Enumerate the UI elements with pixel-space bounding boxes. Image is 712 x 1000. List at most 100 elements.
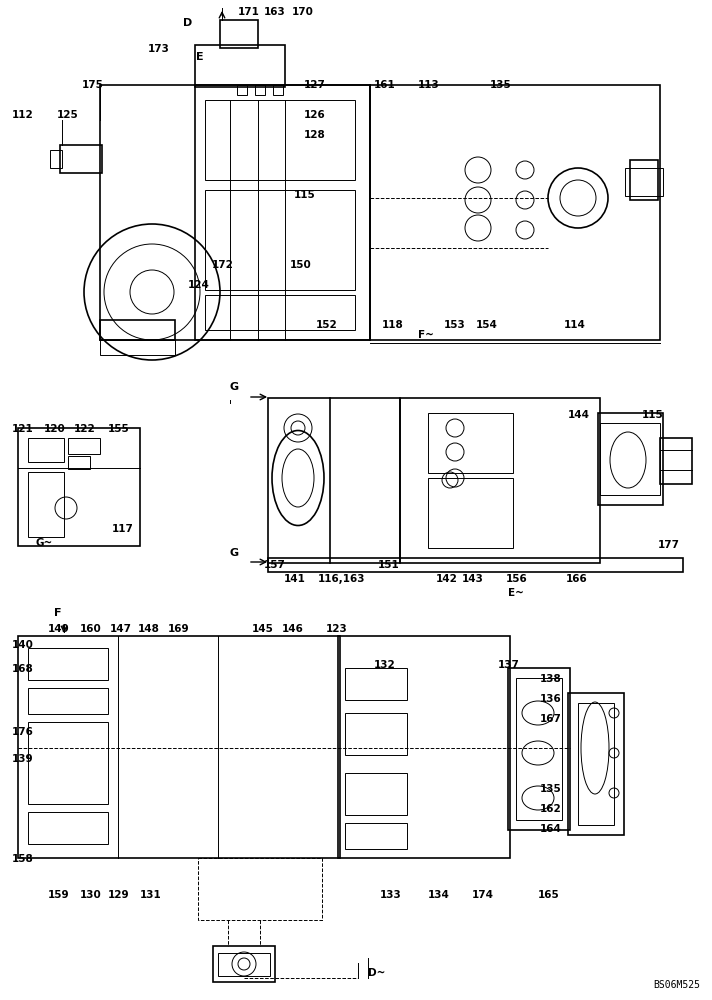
- Bar: [630, 160, 658, 200]
- Text: 117: 117: [112, 524, 134, 534]
- Text: 159: 159: [48, 890, 70, 900]
- Bar: [28, 812, 108, 844]
- Text: 135: 135: [490, 80, 512, 90]
- Bar: [237, 85, 247, 95]
- Bar: [28, 472, 64, 537]
- Text: 152: 152: [316, 320, 337, 330]
- Text: 126: 126: [304, 110, 326, 120]
- Text: 135: 135: [540, 784, 562, 794]
- Bar: [100, 85, 370, 340]
- Text: 153: 153: [444, 320, 466, 330]
- Text: 123: 123: [326, 624, 347, 634]
- Bar: [28, 688, 108, 714]
- Bar: [660, 438, 692, 484]
- Text: 134: 134: [428, 890, 450, 900]
- Bar: [400, 398, 600, 563]
- Text: 157: 157: [264, 560, 286, 570]
- Text: 164: 164: [540, 824, 562, 834]
- Bar: [578, 703, 614, 825]
- Text: 132: 132: [374, 660, 396, 670]
- Text: 161: 161: [374, 80, 396, 90]
- Text: 162: 162: [540, 804, 562, 814]
- Text: 151: 151: [378, 560, 399, 570]
- Bar: [220, 20, 258, 48]
- Text: 171: 171: [238, 7, 260, 17]
- Text: 139: 139: [12, 754, 33, 764]
- Text: 116,163: 116,163: [318, 574, 365, 584]
- Bar: [28, 648, 108, 680]
- Text: 124: 124: [188, 280, 210, 290]
- Text: 149: 149: [48, 624, 70, 634]
- Text: D~: D~: [368, 968, 385, 978]
- Text: 173: 173: [148, 44, 170, 54]
- Text: 156: 156: [506, 574, 528, 584]
- Text: 144: 144: [568, 410, 590, 420]
- Text: 112: 112: [12, 110, 33, 120]
- Text: 170: 170: [292, 7, 314, 17]
- Text: 176: 176: [12, 727, 34, 737]
- Text: 154: 154: [476, 320, 498, 330]
- Text: 113: 113: [418, 80, 440, 90]
- Text: 142: 142: [436, 574, 458, 584]
- Text: 169: 169: [168, 624, 189, 634]
- Text: 121: 121: [12, 424, 33, 434]
- Text: 120: 120: [44, 424, 66, 434]
- Text: 155: 155: [108, 424, 130, 434]
- Bar: [213, 946, 275, 982]
- Bar: [205, 190, 355, 290]
- Bar: [28, 438, 64, 462]
- Bar: [516, 678, 562, 820]
- Bar: [50, 150, 62, 168]
- Bar: [345, 823, 407, 849]
- Text: 145: 145: [252, 624, 274, 634]
- Text: 118: 118: [382, 320, 404, 330]
- Bar: [195, 45, 285, 87]
- Bar: [68, 438, 100, 454]
- Bar: [218, 953, 270, 976]
- Bar: [100, 340, 175, 355]
- Bar: [205, 295, 355, 330]
- Text: 138: 138: [540, 674, 562, 684]
- Text: 125: 125: [57, 110, 79, 120]
- Text: 141: 141: [284, 574, 306, 584]
- Text: G: G: [230, 382, 239, 392]
- Bar: [428, 413, 513, 473]
- Text: 177: 177: [658, 540, 680, 550]
- Bar: [345, 713, 407, 755]
- Bar: [60, 145, 102, 173]
- Text: 175: 175: [82, 80, 104, 90]
- Text: 160: 160: [80, 624, 102, 634]
- Text: D: D: [183, 18, 192, 28]
- Bar: [568, 693, 624, 835]
- Text: F: F: [54, 608, 61, 618]
- Text: 146: 146: [282, 624, 304, 634]
- Text: BS06M525: BS06M525: [653, 980, 700, 990]
- Bar: [100, 320, 175, 340]
- Text: 150: 150: [290, 260, 312, 270]
- Bar: [268, 398, 400, 563]
- Text: 143: 143: [462, 574, 484, 584]
- Bar: [345, 773, 407, 815]
- Bar: [28, 722, 108, 804]
- Bar: [508, 668, 570, 830]
- Text: 115: 115: [294, 190, 315, 200]
- Bar: [428, 478, 513, 548]
- Bar: [255, 85, 265, 95]
- Text: F~: F~: [418, 330, 434, 340]
- Text: 165: 165: [538, 890, 560, 900]
- Bar: [18, 636, 340, 858]
- Text: 158: 158: [12, 854, 33, 864]
- Bar: [345, 668, 407, 700]
- Text: 129: 129: [108, 890, 130, 900]
- Text: E~: E~: [508, 588, 524, 598]
- Text: 127: 127: [304, 80, 326, 90]
- Bar: [625, 168, 663, 196]
- Text: 131: 131: [140, 890, 162, 900]
- Bar: [370, 85, 660, 340]
- Bar: [268, 558, 683, 572]
- Text: 163: 163: [264, 7, 286, 17]
- Text: 167: 167: [540, 714, 562, 724]
- Text: 130: 130: [80, 890, 102, 900]
- Text: 136: 136: [540, 694, 562, 704]
- Text: E: E: [196, 52, 204, 62]
